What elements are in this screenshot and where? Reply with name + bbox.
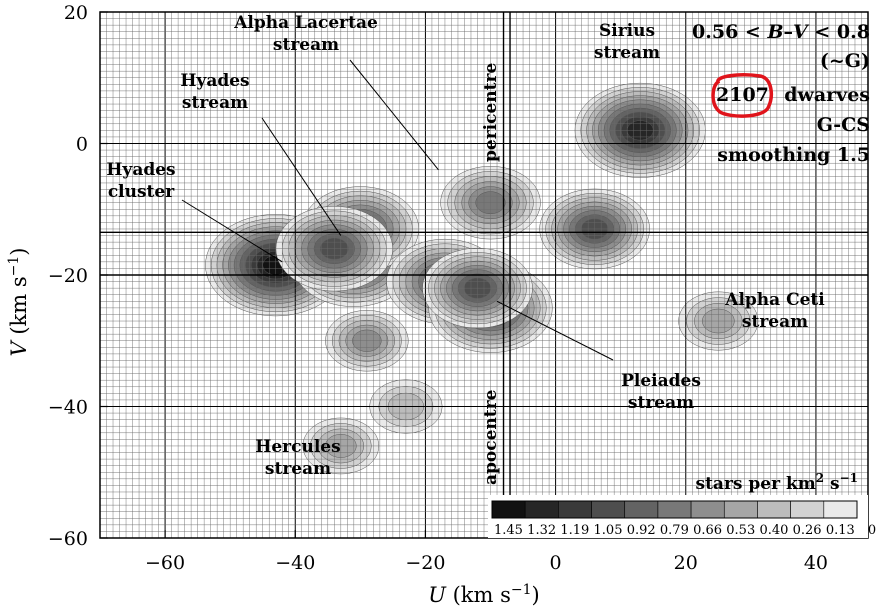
y-tick-label: −60 [48,528,88,550]
annotation-hyades-cluster: Hyades cluster [106,160,175,202]
annotation-sirius: Sirius stream [594,21,660,63]
leader-line-1 [261,117,342,236]
colorbar-frame [491,500,858,519]
colorbar-tick-label: 0.26 [793,523,822,538]
x-tick-label: −60 [145,552,185,574]
colorbar-swatch [524,500,559,519]
colorbar-swatch [723,500,758,519]
info-dwarf-count: 2107 [716,84,769,106]
leader-line-0 [349,59,439,171]
colorbar-swatch [491,500,526,519]
annotation-hercules: Hercules stream [255,437,340,479]
pericentre-label: pericentre [481,63,501,162]
colorbar-title: stars per km2 s−1 [696,471,859,494]
y-tick-label: 20 [64,2,88,24]
y-tick-label: −40 [48,397,88,419]
colorbar-swatch [624,500,659,519]
annotation-hyades-stream: Hyades stream [180,71,249,113]
colorbar-tick-label: 0.92 [627,523,656,538]
y-tick-label: 0 [76,134,88,156]
axis-ticks: −60 −40 −20 0 20 40 20 0 −20 −40 −60 [48,2,828,574]
colorbar-tick-label: 1.05 [594,523,623,538]
colorbar-tick-label: 0.53 [726,523,755,538]
annotation-pleiades: Pleiades stream [621,371,701,413]
info-smoothing: smoothing 1.5 [717,144,870,166]
annotation-alpha-ceti: Alpha Ceti stream [724,290,825,332]
colorbar-tick-label: 1.32 [527,523,556,538]
x-tick-label: 40 [804,552,828,574]
x-tick-label: 20 [674,552,698,574]
colorbar-swatch [591,500,626,519]
dwarf-count-highlight [711,73,774,118]
x-tick-label: −20 [405,552,445,574]
colorbar-swatch [757,500,791,519]
info-dwarves: dwarves [784,84,870,106]
y-tick-label: −20 [48,265,88,287]
apocentre-label: apocentre [481,389,501,485]
colorbar-swatch [558,500,592,519]
annotation-leaders [181,59,614,361]
x-axis-label: U (km s−1) [428,582,540,607]
reference-lines [100,12,868,538]
colorbar-tick-label: 0.79 [660,523,689,538]
colorbar-tick-label: 0.66 [693,523,722,538]
colorbar-tick-label: 0.13 [826,523,855,538]
y-axis-label: V (km s−1) [6,248,31,357]
colorbar-swatch [657,500,692,519]
colorbar-tick-label: 0 [868,523,876,538]
x-tick-label: −40 [275,552,315,574]
colorbar-swatch [823,500,858,519]
leader-line-2 [181,199,283,263]
info-type: (~G) [820,50,870,72]
leader-line-5 [496,300,614,361]
colorbar: 1.45 1.32 1.19 1.05 0.92 0.79 0.66 0.53 0.40 0.26… [488,495,876,538]
colorbar-swatch [690,500,725,519]
info-sample: G-CS [817,114,870,136]
info-color-range: 0.56 < B–V < 0.8 [692,21,870,43]
annotation-alpha-lacertae: Alpha Lacertae stream [233,13,378,55]
colorbar-tick-label: 1.45 [494,523,523,538]
colorbar-tick-label: 1.19 [560,523,589,538]
colorbar-swatch [790,500,825,519]
x-tick-label: 0 [550,552,562,574]
colorbar-tick-label: 0.40 [759,523,788,538]
